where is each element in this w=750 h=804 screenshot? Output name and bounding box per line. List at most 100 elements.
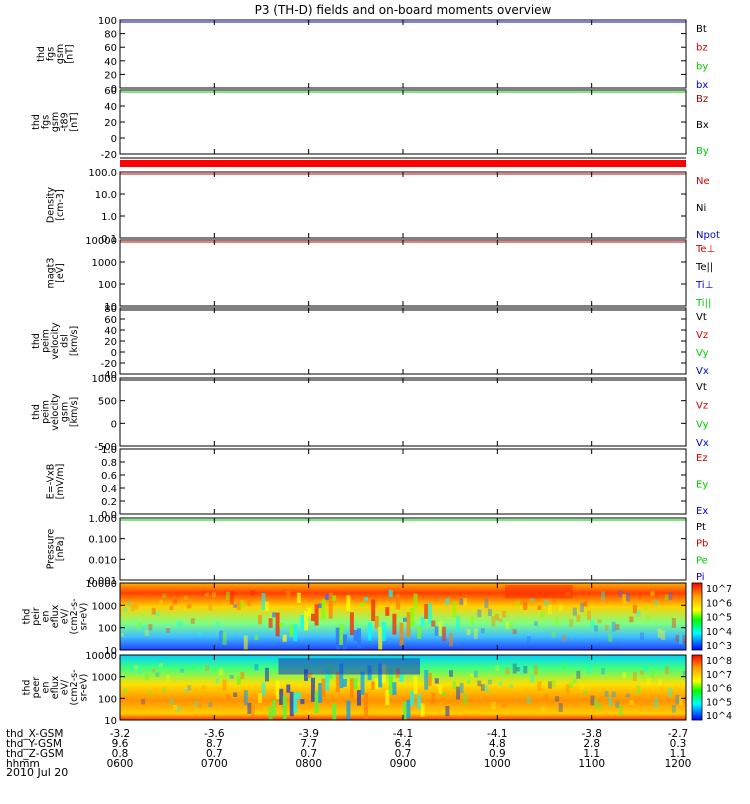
spectrogram-stripe — [583, 601, 588, 607]
spectrogram-stripe — [385, 607, 390, 616]
y-tick-label: 100 — [98, 624, 117, 635]
y-axis-label-line: Density — [45, 187, 56, 223]
panel-8: 1.000 0.100 0.010 0.001 Pressure[nPa] Pt Pb Pe P… — [45, 514, 708, 587]
y-tick-label: -20 — [101, 150, 117, 161]
spectrogram-stripe — [272, 612, 277, 618]
status-bar — [120, 160, 686, 167]
y-tick-label: 20 — [104, 70, 117, 81]
spectrogram-stripe — [201, 685, 206, 690]
spectrogram-stripe — [250, 590, 255, 596]
spectrogram-stripe — [601, 591, 606, 600]
x-axis-value: 0600 — [107, 758, 134, 770]
legend-label: Vt — [696, 382, 707, 393]
spectrogram-stripe — [463, 693, 468, 705]
legend-label: Pt — [696, 522, 706, 533]
spectrogram-stripe — [360, 671, 365, 695]
spectrogram-stripe — [321, 599, 326, 619]
y-tick-label: 40 — [104, 57, 117, 68]
legend-label: by — [696, 61, 708, 72]
spectrogram-stripe — [180, 668, 185, 673]
spectrogram-stripe — [526, 636, 531, 644]
spectrogram-stripe — [664, 594, 669, 600]
spectrogram-stripe — [502, 703, 507, 708]
spectrogram-stripe — [431, 692, 436, 704]
y-axis-label-line: (cm2-s- — [69, 598, 80, 634]
spectrogram-stripe — [417, 626, 422, 639]
legend-label: Bt — [696, 24, 707, 35]
spectrogram-stripe — [622, 672, 627, 679]
y-tick-label: 10 — [104, 716, 117, 727]
spectrogram-stripe — [632, 672, 637, 682]
y-axis-label-line: peim — [41, 329, 52, 353]
spectrogram-stripe — [512, 663, 517, 674]
spectrogram-stripe — [243, 635, 248, 650]
spectrogram-stripe — [657, 628, 662, 638]
spectrogram-stripe — [201, 590, 206, 596]
panel-frame — [119, 377, 687, 447]
spectrogram-stripe — [286, 590, 291, 600]
colorbar-label: 10^4 — [706, 711, 732, 722]
spectrogram-stripe — [519, 665, 524, 675]
spectrogram-stripe — [424, 669, 429, 690]
spectrogram-stripe — [332, 703, 337, 720]
spectrogram-stripe — [247, 599, 252, 607]
y-axis-label-line: gsm — [55, 44, 66, 64]
legend-label: Vy — [696, 419, 709, 430]
spectrogram-stripe — [325, 594, 330, 600]
y-axis-label: Pressure[nPa] — [45, 529, 66, 570]
spectrogram-stripe — [449, 670, 453, 677]
spectrogram-stripe — [682, 670, 686, 676]
colorbar-label: 10^7 — [706, 670, 732, 681]
spectrogram-stripe — [618, 705, 623, 716]
spectrogram-stripe — [541, 707, 545, 711]
spectrogram-stripe — [668, 687, 673, 698]
spectrogram-stripe — [137, 669, 142, 675]
y-axis-label: Density[cm-3] — [45, 187, 66, 223]
spectrogram-stripe — [166, 628, 170, 633]
spectrogram-stripe — [180, 621, 185, 626]
x-axis-value: 7.7 — [300, 738, 317, 750]
y-tick-label: 60 — [104, 43, 117, 54]
spectrogram-stripe — [675, 635, 680, 642]
spectrogram-stripe — [169, 605, 174, 610]
y-axis-label-line: eV/ — [60, 679, 71, 695]
spectrogram-stripe — [636, 610, 641, 617]
spectrogram-stripe — [176, 705, 181, 713]
spectrogram-stripe — [190, 618, 195, 624]
y-tick-label: 0.1 — [101, 234, 117, 245]
spectrogram-stripe — [204, 593, 209, 597]
y-tick-label: 20 — [104, 337, 117, 348]
spectrogram-stripe — [311, 677, 315, 702]
spectrogram-stripe — [339, 663, 344, 689]
spectrogram-stripe — [197, 703, 202, 708]
y-tick-label: 60 — [104, 86, 117, 97]
spectrogram-stripe — [597, 703, 602, 711]
spectrogram-stripe — [321, 678, 326, 697]
y-tick-label: 1000 — [92, 601, 117, 612]
spectrogram-stripe — [505, 667, 510, 675]
spectrogram-stripe — [562, 662, 567, 670]
spectrogram-stripe — [604, 690, 609, 698]
legend-label: By — [696, 146, 709, 157]
x-axis-value: -3.6 — [204, 728, 225, 740]
spectrogram-stripe — [325, 668, 330, 691]
y-tick-label: -20 — [101, 359, 117, 370]
spectrogram-stripe — [491, 701, 496, 709]
y-axis-label-line: thd — [31, 114, 42, 130]
y-axis-label-line: thd — [31, 333, 42, 349]
y-tick-label: 0 — [111, 84, 117, 95]
spectrogram-stripe — [127, 661, 132, 668]
spectrogram-stripe — [523, 665, 528, 674]
spectrogram-stripe — [137, 622, 142, 629]
x-axis-value: -4.1 — [487, 728, 508, 740]
y-tick-label: -40 — [101, 370, 117, 381]
spectrogram-stripe — [403, 617, 407, 622]
spectrogram-stripe — [388, 668, 393, 695]
spectrogram-stripe — [562, 634, 567, 642]
spectrogram-stripe — [144, 673, 149, 681]
legend-label: Te⊥ — [695, 244, 715, 255]
spectrogram-feature — [278, 658, 420, 675]
spectrogram-stripe — [594, 625, 598, 632]
